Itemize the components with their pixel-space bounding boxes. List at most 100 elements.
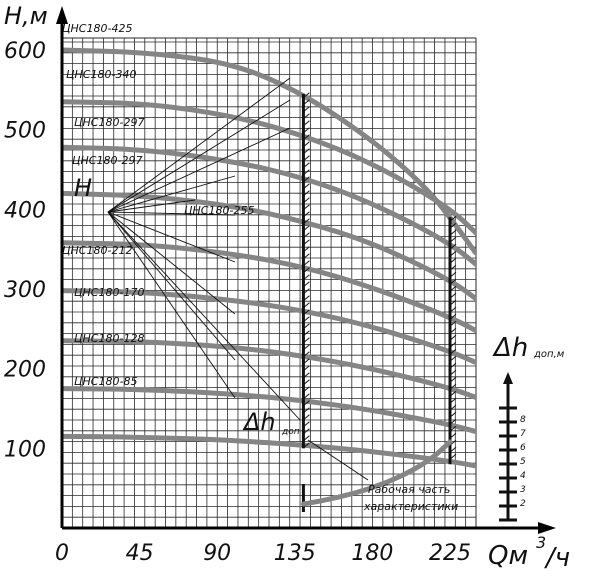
series-line-6 <box>62 288 476 366</box>
hatch-mark <box>303 323 310 330</box>
dh-scale-label: 4 <box>520 471 526 481</box>
working-zone-label-line1: Рабочая часть <box>368 483 450 496</box>
h-leader-line <box>107 77 291 213</box>
h-leader-line <box>107 99 291 213</box>
hatch-mark <box>449 264 457 271</box>
hatch-mark <box>303 106 310 113</box>
h-leader-line <box>107 175 236 213</box>
h-marker: H <box>74 174 92 202</box>
x-axis-title-main: Qм <box>488 541 528 571</box>
working-zone-label: Рабочая часть характеристики <box>363 483 458 513</box>
series-line-1 <box>62 47 476 256</box>
y-tick-label: 200 <box>4 358 46 383</box>
hatch-mark <box>303 204 310 211</box>
hatch-mark <box>449 320 457 327</box>
hatch-mark <box>449 397 457 404</box>
x-tick-label: 90 <box>203 541 231 566</box>
hatch-mark <box>303 302 310 309</box>
y-axis-title: H,м <box>4 2 48 30</box>
hatch-mark <box>303 316 310 323</box>
h-leader-line <box>107 211 236 315</box>
hatch-mark <box>449 369 457 376</box>
series-line-3 <box>62 144 476 268</box>
x-tick-label: 225 <box>429 541 471 566</box>
dh-left-subscript: доп <box>281 427 300 437</box>
dh-scale-label: 8 <box>520 415 526 425</box>
h-leader-line <box>107 211 301 421</box>
hatch-mark <box>303 176 310 183</box>
y-tick-label: 500 <box>4 119 46 144</box>
dh-right-subscript: доп,м <box>533 349 565 360</box>
h-leader-line <box>107 127 291 213</box>
dh-scale-label: 5 <box>520 457 526 467</box>
hatch-mark <box>303 169 310 176</box>
hatch-mark <box>303 281 310 288</box>
hatch-mark <box>303 99 310 106</box>
dh-right-label: Δh доп,м <box>492 333 565 363</box>
hatch-mark <box>303 442 310 449</box>
hatch-mark <box>303 239 310 246</box>
hatch-mark <box>303 414 310 421</box>
x-axis-arrow <box>538 522 556 534</box>
hatch-mark <box>303 267 310 274</box>
working-zone-label-line2: характеристики <box>363 500 458 513</box>
hatch-mark <box>303 225 310 232</box>
hatch-mark <box>449 404 457 411</box>
dh-scale-arrow <box>503 372 513 384</box>
dh-scale-label: 7 <box>520 429 526 439</box>
hatch-mark <box>303 197 310 204</box>
dh-scale-label: 3 <box>520 485 526 495</box>
hatch-mark <box>303 407 310 414</box>
hatch-mark <box>303 274 310 281</box>
series-line-5 <box>62 240 476 334</box>
hatch-mark <box>449 411 457 418</box>
hatch-mark <box>449 418 457 425</box>
hatch-mark <box>449 313 457 320</box>
hatch-mark <box>449 292 457 299</box>
series-label-8: ЦНС180-128 <box>74 332 144 345</box>
hatch-mark <box>449 285 457 292</box>
hatch-mark <box>449 390 457 397</box>
hatch-mark <box>303 218 310 225</box>
hatch-mark <box>449 250 457 257</box>
hatch-mark <box>449 243 457 250</box>
hatch-mark <box>303 421 310 428</box>
hatch-mark <box>449 299 457 306</box>
hatch-mark <box>303 337 310 344</box>
hatch-mark <box>449 425 457 432</box>
hatch-mark <box>449 271 457 278</box>
hatch-mark <box>303 428 310 435</box>
series-label-7: ЦНС180-170 <box>74 286 144 299</box>
hatch-mark <box>303 246 310 253</box>
y-tick-label: 400 <box>4 198 46 223</box>
hatch-mark <box>449 257 457 264</box>
hatch-mark <box>449 215 457 222</box>
x-axis-title-tail: /ч <box>544 543 570 573</box>
hatch-mark <box>449 341 457 348</box>
hatch-mark <box>303 162 310 169</box>
hatch-mark <box>303 393 310 400</box>
dh-right-symbol: Δh <box>492 333 528 363</box>
hatch-mark <box>303 344 310 351</box>
x-tick-label: 135 <box>274 541 316 566</box>
hatch-mark <box>449 327 457 334</box>
hatch-mark <box>303 253 310 260</box>
hatch-mark <box>449 446 457 453</box>
x-tick-label: 0 <box>55 541 69 566</box>
y-axis-arrow <box>56 6 68 24</box>
x-tick-label: 180 <box>351 541 393 566</box>
hatch-mark <box>303 183 310 190</box>
hatch-mark <box>303 288 310 295</box>
h-leader-line <box>107 199 196 213</box>
hatch-mark <box>303 372 310 379</box>
dh-scale-label: 6 <box>520 443 526 453</box>
labels: 0 45 90 135 180 225 100 200 300 400 500 600 ЦНС180-4… <box>4 22 471 566</box>
hatch-mark <box>303 358 310 365</box>
dh-scale: 2 3 4 5 6 7 8 <box>499 372 526 522</box>
hatch-mark <box>303 232 310 239</box>
hatch-mark <box>449 222 457 229</box>
hatch-mark <box>303 134 310 141</box>
hatch-mark <box>303 113 310 120</box>
hatch-mark <box>449 432 457 439</box>
